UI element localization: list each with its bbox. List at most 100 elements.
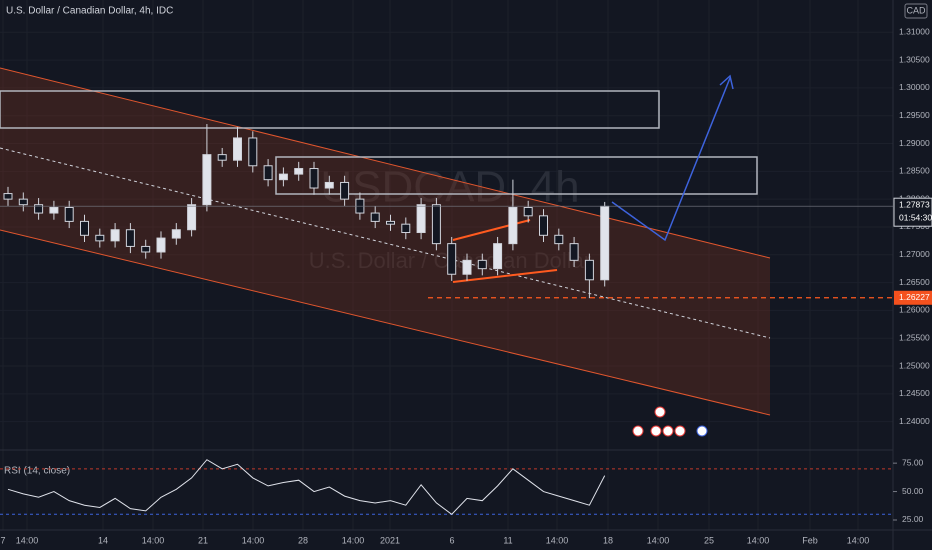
event-icon[interactable] bbox=[654, 406, 666, 418]
candle-body bbox=[584, 259, 594, 281]
rsi-tick-label: 75.00 bbox=[902, 457, 924, 467]
price-tick-label: 1.24000 bbox=[899, 416, 930, 426]
time-tick-label: 14 bbox=[98, 535, 108, 545]
candle-body bbox=[187, 204, 197, 231]
channel-fill bbox=[0, 68, 770, 415]
candle-body bbox=[248, 137, 258, 167]
candle-body bbox=[278, 173, 288, 181]
candle-body bbox=[416, 204, 426, 234]
candle-body bbox=[110, 229, 120, 242]
time-tick-label: Feb bbox=[802, 535, 818, 545]
price-tick-label: 1.26500 bbox=[899, 277, 930, 287]
rsi-label: RSI (14, close) bbox=[4, 466, 70, 477]
price-tick-label: 1.29000 bbox=[899, 138, 930, 148]
price-tick-label: 1.26000 bbox=[899, 305, 930, 315]
candle-body bbox=[401, 223, 411, 234]
time-tick-label: 14:00 bbox=[647, 535, 670, 545]
candle-body bbox=[462, 259, 472, 275]
candle-body bbox=[340, 181, 350, 200]
currency-box[interactable] bbox=[904, 3, 928, 19]
time-tick-label: 18 bbox=[603, 535, 613, 545]
candle-body bbox=[539, 215, 548, 236]
price-tick-label: 1.31000 bbox=[899, 27, 930, 37]
rsi-tick-label: 50.00 bbox=[902, 486, 924, 496]
candle-body bbox=[80, 220, 89, 236]
time-tick-label: 7 bbox=[0, 535, 5, 545]
time-tick-label: 14:00 bbox=[342, 535, 365, 545]
price-tick-label: 1.24500 bbox=[899, 388, 930, 398]
channel-mid bbox=[0, 147, 771, 339]
time-tick-label: 11 bbox=[503, 535, 512, 545]
zone-box bbox=[0, 90, 660, 129]
zone-box bbox=[275, 156, 758, 195]
candle-body bbox=[309, 168, 319, 189]
symbol-title: U.S. Dollar / Canadian Dollar, 4h, IDC bbox=[6, 6, 173, 17]
candle-body bbox=[34, 204, 44, 214]
event-icon[interactable] bbox=[632, 425, 644, 437]
channel-upper bbox=[0, 67, 771, 259]
rsi-line bbox=[7, 459, 606, 515]
candle-body bbox=[370, 212, 380, 222]
last-price-label: 1.27873 bbox=[899, 199, 930, 209]
price-tick-label: 1.29500 bbox=[899, 110, 930, 120]
candle-body bbox=[141, 245, 151, 253]
candle-body bbox=[294, 168, 304, 175]
time-tick-label: 14:00 bbox=[847, 535, 870, 545]
time-tick-label: 25 bbox=[704, 535, 714, 545]
candle-body bbox=[263, 165, 273, 181]
time-tick-label: 14:00 bbox=[546, 535, 569, 545]
time-tick-label: 14:00 bbox=[142, 535, 165, 545]
currency[interactable]: CAD bbox=[906, 5, 926, 15]
rsi-tick-label: 25.00 bbox=[902, 514, 924, 524]
time-tick-label: 14:00 bbox=[16, 535, 39, 545]
time-tick-label: 14:00 bbox=[242, 535, 265, 545]
candle-body bbox=[324, 181, 334, 189]
price-tick-label: 1.28500 bbox=[899, 166, 930, 176]
candle-body bbox=[554, 234, 564, 245]
candle-body bbox=[64, 206, 74, 222]
event-icon[interactable] bbox=[650, 425, 662, 437]
time-tick-label: 2021 bbox=[380, 535, 400, 545]
candle-body bbox=[202, 154, 212, 206]
candle-body bbox=[477, 259, 487, 270]
level-box bbox=[894, 290, 932, 305]
candle-body bbox=[18, 198, 28, 206]
candle-body bbox=[233, 137, 242, 161]
candle-body bbox=[171, 229, 181, 239]
candle-body bbox=[493, 243, 503, 270]
candle-body bbox=[447, 243, 457, 275]
channel-lower bbox=[0, 229, 771, 416]
events bbox=[632, 406, 708, 437]
candle-body bbox=[217, 154, 227, 161]
candle-body bbox=[600, 205, 610, 281]
event-icon[interactable] bbox=[674, 425, 686, 437]
countdown: 01:54:30 bbox=[899, 212, 932, 222]
candle-body bbox=[49, 206, 59, 214]
time-tick-label: 21 bbox=[198, 535, 208, 545]
event-icon[interactable] bbox=[662, 425, 674, 437]
candle-body bbox=[95, 234, 105, 242]
time-tick-label: 28 bbox=[298, 535, 308, 545]
candle-body bbox=[156, 237, 166, 253]
grid bbox=[0, 0, 893, 530]
price-tick-label: 1.27000 bbox=[899, 249, 930, 259]
candle-body bbox=[508, 206, 518, 245]
candle-body bbox=[125, 229, 135, 247]
flag-line bbox=[452, 269, 558, 283]
time-tick-label: 6 bbox=[449, 535, 454, 545]
level-label: 1.26227 bbox=[899, 292, 930, 302]
projection-arrow bbox=[611, 74, 734, 242]
candles bbox=[3, 124, 610, 299]
candle-body bbox=[569, 243, 579, 261]
candle-body bbox=[3, 193, 13, 200]
candle-body bbox=[523, 206, 533, 217]
candle-body bbox=[386, 220, 395, 225]
price-tick-label: 1.30000 bbox=[899, 82, 930, 92]
price-tick-label: 1.25500 bbox=[899, 332, 930, 342]
price-tick-label: 1.25000 bbox=[899, 360, 930, 370]
event-icon[interactable] bbox=[696, 425, 708, 437]
price-tick-label: 1.30500 bbox=[899, 54, 930, 64]
candle-body bbox=[431, 204, 441, 245]
last-price-box bbox=[893, 197, 932, 227]
